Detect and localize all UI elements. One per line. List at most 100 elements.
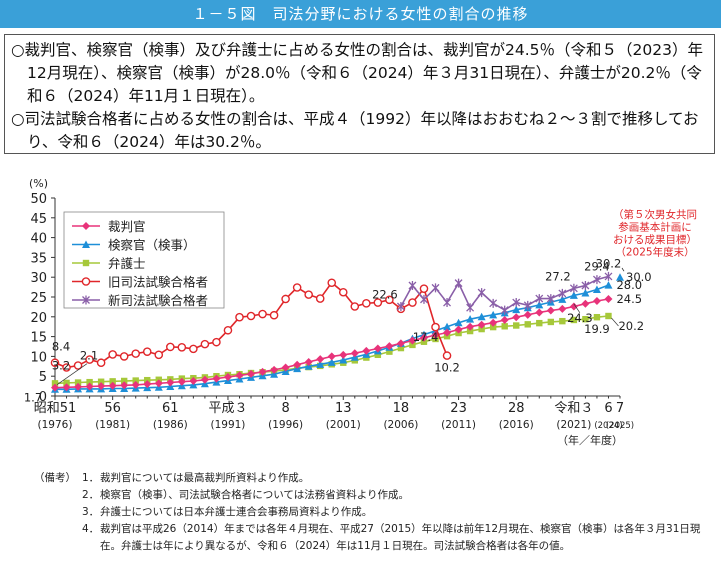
- data-point: [397, 344, 405, 352]
- data-point: [50, 358, 60, 368]
- data-point: [327, 358, 336, 366]
- data-point: [189, 344, 198, 354]
- data-label: 17.4: [413, 330, 439, 344]
- x-tick-label: 56: [104, 401, 121, 416]
- data-point: [408, 298, 417, 307]
- data-point: [593, 313, 601, 321]
- data-point: [547, 318, 555, 326]
- data-point: [535, 294, 544, 304]
- data-point: [74, 382, 83, 391]
- data-label: 28.0: [616, 278, 642, 292]
- legend-box: [63, 211, 225, 309]
- data-point: [177, 342, 187, 352]
- data-point: [592, 296, 601, 305]
- y-tick-label: 10: [30, 350, 47, 365]
- data-point: [270, 370, 279, 378]
- data-point: [85, 355, 94, 364]
- data-point: [108, 381, 117, 390]
- note-text: 検察官（検事）、司法試験合格者については法務省資料より作成。: [100, 489, 410, 501]
- data-point: [592, 275, 601, 285]
- x-tick-label: 18: [393, 401, 410, 416]
- y-tick-label: 35: [30, 251, 47, 266]
- data-point: [536, 319, 543, 327]
- data-point: [85, 382, 94, 391]
- data-point: [489, 310, 498, 319]
- x-tick-label: 令和３: [554, 401, 593, 416]
- series-line: [54, 298, 609, 389]
- notes: （備考） 1． 裁判官については最高裁判所資料より作成。 2． 検察官（検事）、司法試…: [34, 470, 714, 555]
- x-tick-label: 13: [335, 401, 352, 416]
- y-tick-label: 20: [30, 311, 47, 326]
- data-point: [373, 298, 383, 307]
- data-point: [582, 315, 589, 323]
- target-value: 30.0: [626, 270, 652, 284]
- data-point: [74, 379, 82, 386]
- data-point: [143, 380, 152, 389]
- data-point: [477, 312, 486, 321]
- x-tick-label: 61: [162, 401, 179, 416]
- data-point: [604, 271, 613, 281]
- data-point: [96, 358, 106, 368]
- target-point: [616, 273, 624, 281]
- x-tick-label: 7: [616, 401, 624, 416]
- x-tick-year: (1981): [95, 419, 130, 431]
- annotation-leader: [56, 363, 88, 385]
- x-axis-label: （年／年度）: [557, 433, 623, 447]
- x-tick-year: (2006): [383, 419, 418, 431]
- data-point: [454, 318, 463, 327]
- data-point: [200, 339, 210, 349]
- legend-label: 検察官（検事）: [108, 238, 196, 253]
- data-point: [443, 328, 452, 337]
- data-point: [581, 299, 590, 308]
- x-tick-year: (1996): [268, 419, 303, 431]
- data-point: [513, 322, 520, 329]
- series-judge: [51, 294, 613, 392]
- data-point: [63, 379, 70, 387]
- data-point: [454, 278, 463, 288]
- data-point: [581, 289, 590, 297]
- data-point: [247, 369, 256, 378]
- data-point: [246, 311, 256, 321]
- data-point: [569, 291, 578, 299]
- data-point: [119, 352, 129, 361]
- data-label: 20.2: [618, 319, 644, 333]
- data-point: [316, 355, 325, 364]
- data-point: [523, 300, 532, 310]
- data-point: [477, 320, 486, 329]
- y-tick-label: 30: [30, 271, 47, 286]
- note-number: 1．: [82, 472, 100, 484]
- y-tick-label: 50: [30, 192, 47, 207]
- data-point: [131, 380, 140, 389]
- data-point: [281, 363, 290, 372]
- data-point: [431, 322, 440, 332]
- data-point: [270, 365, 279, 374]
- data-label: 30.2: [596, 256, 622, 270]
- data-point: [166, 378, 175, 387]
- data-point: [466, 322, 475, 331]
- data-point: [315, 294, 325, 303]
- legend-marker: [82, 295, 90, 305]
- x-tick-label: 6: [604, 401, 612, 416]
- data-point: [466, 303, 475, 313]
- data-label: 24.5: [616, 292, 642, 306]
- data-point: [350, 302, 360, 311]
- note-number: 3．: [82, 506, 100, 518]
- data-label: 19.9: [584, 322, 610, 336]
- data-point: [558, 295, 567, 303]
- data-point: [546, 294, 555, 304]
- data-point: [500, 305, 509, 315]
- data-point: [362, 299, 371, 308]
- data-point: [108, 350, 117, 359]
- data-point: [154, 350, 164, 360]
- data-point: [442, 351, 452, 360]
- data-point: [109, 378, 116, 385]
- data-point: [304, 357, 313, 366]
- target-leader: [621, 267, 625, 272]
- data-point: [374, 351, 382, 359]
- legend-label: 新司法試験合格者: [108, 293, 208, 308]
- data-point: [385, 295, 394, 305]
- data-point: [293, 360, 302, 369]
- legend-label: 裁判官: [108, 219, 146, 234]
- data-point: [454, 325, 463, 334]
